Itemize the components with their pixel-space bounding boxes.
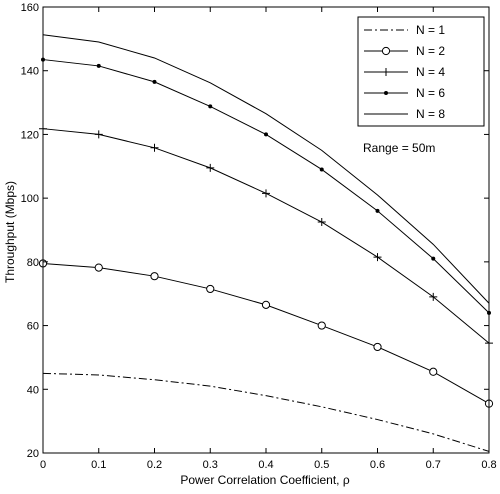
x-axis-label: Power Correlation Coefficient, ρ — [180, 473, 350, 487]
legend-marker — [382, 68, 390, 76]
data-point — [375, 208, 380, 213]
x-tick-label: 0 — [40, 459, 46, 471]
axes-layer: 0 0.1 0.2 0.3 0.4 0.5 0.6 0.7 0.8 20 40 60 80 100 120 1… — [21, 2, 497, 471]
x-tick-label: 0.6 — [370, 459, 385, 471]
data-point — [206, 284, 215, 294]
legend: N = 1 N = 2 N = 4 N = 6 N = 8 — [357, 16, 485, 127]
data-point — [429, 292, 438, 301]
x-tick-label: 0.8 — [481, 459, 496, 471]
x-tick-label: 0.4 — [258, 459, 273, 471]
legend-marker — [381, 46, 391, 56]
legend-label: N = 8 — [416, 107, 445, 121]
y-tick-label: 40 — [27, 384, 39, 396]
legend-marker — [384, 91, 388, 95]
x-tick-label: 0.5 — [314, 459, 329, 471]
range-annotation: Range = 50m — [363, 141, 435, 155]
y-tick-label: 120 — [21, 129, 39, 141]
data-point — [262, 189, 270, 198]
data-point — [373, 342, 382, 352]
data-point — [431, 256, 436, 261]
y-tick-label: 60 — [27, 321, 39, 333]
data-point — [152, 79, 157, 84]
y-axis-label: Throughput (Mbps) — [3, 181, 17, 283]
data-point — [373, 253, 382, 262]
data-point — [208, 104, 213, 109]
data-point — [261, 300, 271, 309]
data-point — [150, 143, 159, 152]
legend-label: N = 6 — [416, 86, 445, 100]
legend-label: N = 4 — [416, 65, 445, 79]
data-point — [96, 63, 101, 68]
y-tick-label: 140 — [21, 66, 39, 78]
data-point — [150, 272, 159, 281]
data-point — [429, 367, 438, 376]
legend-label: N = 1 — [416, 23, 445, 37]
data-point — [206, 163, 215, 172]
y-tick-label: 100 — [21, 193, 39, 205]
data-point — [264, 132, 268, 137]
y-tick-label: 20 — [27, 448, 39, 460]
y-tick-label: 160 — [21, 2, 39, 14]
x-tick-label: 0.3 — [203, 459, 218, 471]
data-point — [317, 218, 326, 227]
data-point — [317, 321, 326, 330]
legend-label: N = 2 — [416, 44, 445, 58]
data-point — [94, 263, 103, 272]
data-point — [319, 167, 324, 172]
x-tick-label: 0.7 — [426, 459, 441, 471]
series-line-n-1 — [42, 372, 490, 452]
x-tick-label: 0.1 — [91, 459, 106, 471]
data-point — [94, 130, 103, 139]
x-tick-label: 0.2 — [147, 459, 162, 471]
y-tick-label: 80 — [27, 257, 39, 269]
series-line-n-8 — [42, 34, 490, 304]
